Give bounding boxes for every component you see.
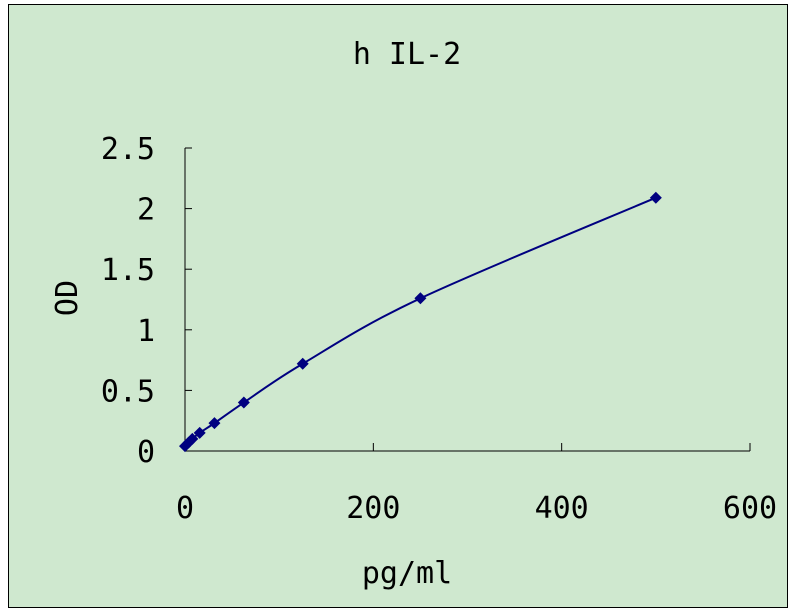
x-tick-label: 0 — [176, 491, 194, 526]
y-tick-label: 0 — [137, 435, 155, 470]
y-tick-label: 1 — [137, 314, 155, 349]
y-tick-label: 1.5 — [101, 253, 155, 288]
chart-canvas: h IL-2 0 0.5 1 1.5 2 2.5 0 200 400 600 pg/ml OD — [50, 37, 777, 591]
chart-area: h IL-2 0 0.5 1 1.5 2 2.5 0 200 400 600 pg/ml OD — [8, 4, 788, 608]
data-point — [208, 417, 221, 430]
data-point — [237, 396, 250, 409]
y-axis-label: OD — [50, 280, 85, 316]
x-tick-label: 600 — [723, 491, 777, 526]
y-tick-label: 0.5 — [101, 374, 155, 409]
data-point — [414, 292, 427, 305]
y-tick-label: 2 — [137, 193, 155, 228]
x-tick-label: 200 — [346, 491, 400, 526]
series-trendline — [184, 196, 657, 447]
data-point — [296, 357, 309, 370]
data-point — [193, 426, 206, 439]
x-axis-label: pg/ml — [362, 556, 452, 591]
x-axis-ticks: 0 200 400 600 — [176, 443, 777, 526]
data-point — [649, 191, 662, 204]
series-points — [179, 191, 662, 453]
data-point — [186, 432, 199, 445]
chart-title: h IL-2 — [353, 37, 461, 72]
y-axis-ticks: 0 0.5 1 1.5 2 2.5 — [101, 132, 192, 470]
y-tick-label: 2.5 — [101, 132, 155, 167]
x-tick-label: 400 — [535, 491, 589, 526]
